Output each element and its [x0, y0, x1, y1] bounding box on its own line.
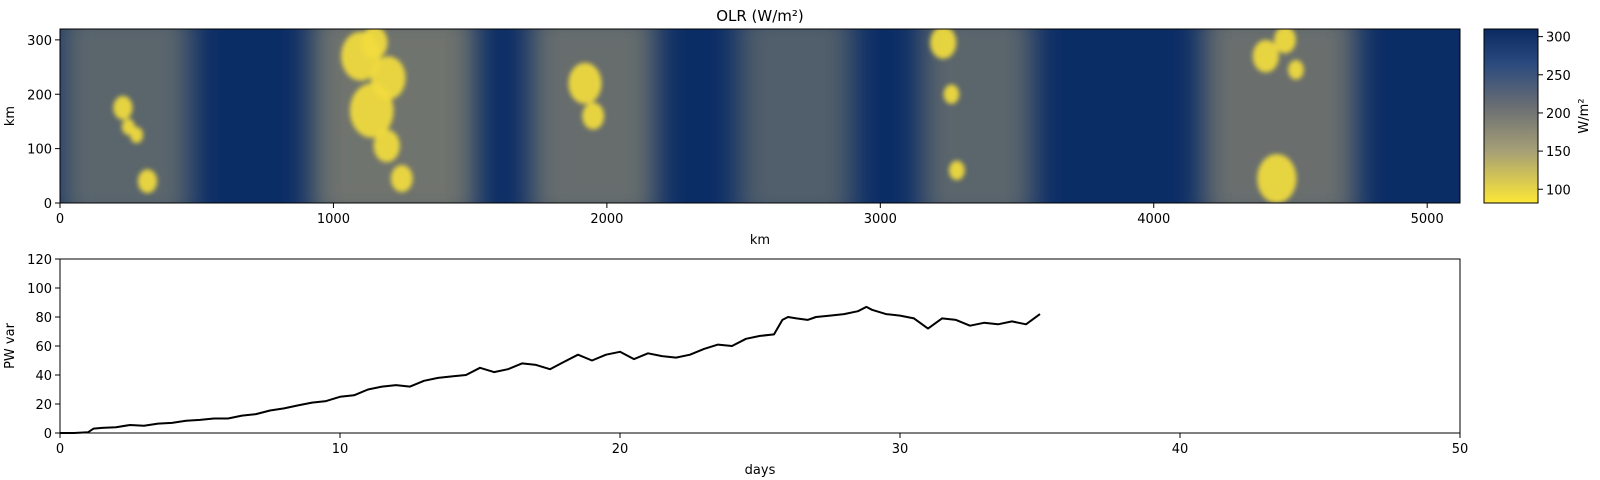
cloud-core — [370, 56, 406, 100]
y-tick-label: 100 — [27, 143, 52, 158]
colorbar-label: W/m² — [1577, 98, 1592, 133]
cloud-core — [1257, 154, 1297, 203]
cloud-core — [361, 29, 388, 59]
cloud-core — [137, 169, 158, 194]
x-tick-label: 2000 — [590, 212, 623, 227]
x-tick-label: 1000 — [317, 212, 350, 227]
x-tick-label: 10 — [332, 442, 349, 457]
y-tick-label: 0 — [44, 427, 52, 442]
heatmap-y-axis-label: km — [3, 106, 18, 126]
cloud-core — [568, 62, 602, 105]
y-tick-label: 40 — [35, 369, 52, 384]
heatmap-y-ticks: 0 100 200 300 — [27, 34, 60, 212]
cloud-core — [930, 29, 957, 59]
cold-cloud-cores — [113, 29, 1304, 203]
x-tick-label: 3000 — [864, 212, 897, 227]
heatmap-title: OLR (W/m²) — [716, 7, 804, 25]
y-tick-label: 60 — [35, 340, 52, 355]
cloud-core — [949, 160, 965, 181]
colorbar-tick-label: 200 — [1546, 107, 1571, 122]
x-tick-label: 40 — [1172, 442, 1189, 457]
x-tick-label: 0 — [56, 212, 64, 227]
convective-band — [738, 29, 853, 203]
colorbar-tick-label: 300 — [1546, 31, 1571, 46]
x-tick-label: 20 — [612, 442, 629, 457]
cloud-core — [130, 126, 144, 144]
y-tick-label: 80 — [35, 311, 52, 326]
cloud-core — [943, 84, 960, 105]
colorbar-ticks: 100 150 200 250 300 — [1538, 31, 1571, 198]
cloud-core — [113, 95, 133, 120]
x-tick-label: 5000 — [1411, 212, 1444, 227]
cloud-core — [373, 129, 400, 163]
y-tick-label: 20 — [35, 398, 52, 413]
x-tick-label: 30 — [892, 442, 909, 457]
colorbar-tick-label: 150 — [1546, 145, 1571, 160]
y-tick-label: 200 — [27, 88, 52, 103]
line-y-axis-label: PW var — [3, 322, 18, 368]
colorbar-tick-label: 100 — [1546, 183, 1571, 198]
x-tick-label: 0 — [56, 442, 64, 457]
convective-band — [311, 29, 476, 203]
heatmap-plot — [60, 29, 1460, 203]
y-tick-label: 300 — [27, 34, 52, 49]
cloud-core — [1274, 29, 1296, 54]
x-tick-label: 4000 — [1137, 212, 1170, 227]
heatmap-frame — [59, 28, 1461, 204]
heatmap-x-axis-label: km — [750, 233, 770, 248]
y-tick-label: 100 — [27, 282, 52, 297]
y-tick-label: 0 — [44, 197, 52, 212]
colorbar — [1483, 28, 1539, 204]
line-plot-frame — [59, 258, 1461, 434]
y-tick-label: 120 — [27, 253, 52, 268]
convective-bands — [60, 29, 1357, 203]
cloud-core — [582, 102, 605, 130]
x-tick-label: 50 — [1452, 442, 1469, 457]
series-line-pw-var — [60, 305, 1041, 434]
colorbar-tick-label: 250 — [1546, 69, 1571, 84]
line-x-ticks: 0 10 20 30 40 50 — [56, 433, 1468, 457]
line-y-ticks: 0 20 40 60 80 100 120 — [27, 253, 60, 442]
cloud-core — [1252, 39, 1279, 73]
cloud-core — [1288, 59, 1304, 80]
line-x-axis-label: days — [745, 463, 776, 478]
cloud-core — [390, 164, 413, 193]
heatmap-x-ticks: 0 1000 2000 3000 4000 5000 — [56, 203, 1444, 227]
